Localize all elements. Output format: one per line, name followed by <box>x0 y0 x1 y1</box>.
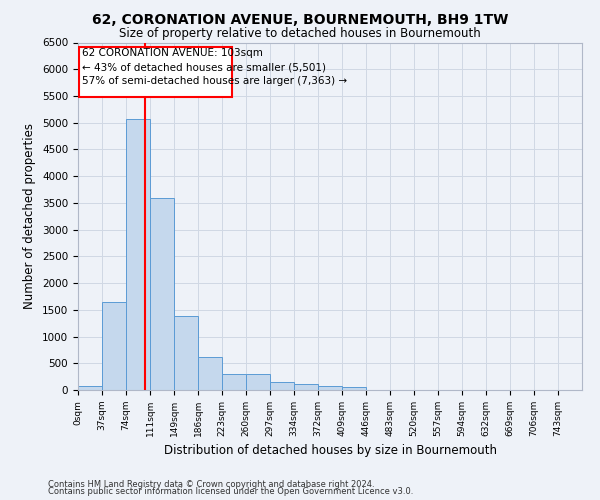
Bar <box>318 386 342 390</box>
Bar <box>342 387 366 390</box>
Bar <box>270 382 294 390</box>
Bar <box>150 198 174 390</box>
Bar <box>102 302 126 390</box>
Text: Contains HM Land Registry data © Crown copyright and database right 2024.: Contains HM Land Registry data © Crown c… <box>48 480 374 489</box>
Text: 62 CORONATION AVENUE: 103sqm
← 43% of detached houses are smaller (5,501)
57% of: 62 CORONATION AVENUE: 103sqm ← 43% of de… <box>82 48 347 86</box>
Bar <box>198 358 222 390</box>
Bar <box>126 119 150 390</box>
Bar <box>246 374 270 390</box>
Bar <box>78 386 102 390</box>
X-axis label: Distribution of detached houses by size in Bournemouth: Distribution of detached houses by size … <box>163 444 497 458</box>
Text: 62, CORONATION AVENUE, BOURNEMOUTH, BH9 1TW: 62, CORONATION AVENUE, BOURNEMOUTH, BH9 … <box>92 12 508 26</box>
Bar <box>294 384 318 390</box>
Bar <box>174 316 198 390</box>
Text: Size of property relative to detached houses in Bournemouth: Size of property relative to detached ho… <box>119 28 481 40</box>
Bar <box>222 374 246 390</box>
Text: Contains public sector information licensed under the Open Government Licence v3: Contains public sector information licen… <box>48 487 413 496</box>
Y-axis label: Number of detached properties: Number of detached properties <box>23 123 37 309</box>
FancyBboxPatch shape <box>79 47 232 97</box>
